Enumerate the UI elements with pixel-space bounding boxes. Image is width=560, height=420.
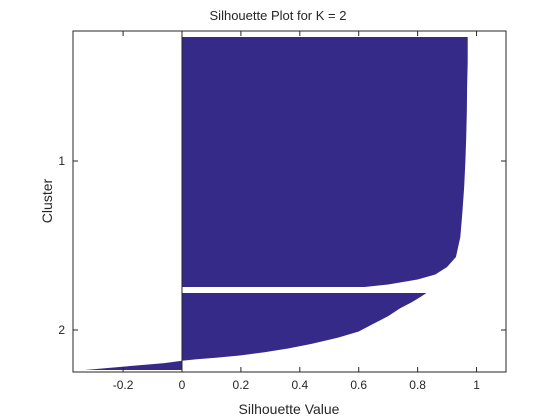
x-tick-label: 1	[473, 378, 480, 392]
cluster-2-silhouette-band	[84, 293, 427, 370]
chart-title: Silhouette Plot for K = 2	[210, 8, 347, 23]
x-tick-label: 0.4	[291, 378, 308, 392]
x-axis-ticks: -0.2 0 0.2 0.4 0.6 0.8 1	[113, 31, 480, 392]
x-tick-label: -0.2	[113, 378, 134, 392]
cluster-1-silhouette-band	[181, 37, 468, 287]
x-tick-label: 0.6	[350, 378, 367, 392]
y-axis-label: Cluster	[39, 178, 55, 223]
x-axis-label: Silhouette Value	[239, 401, 340, 417]
x-tick-label: 0	[179, 378, 186, 392]
y-axis-ticks: 12	[58, 154, 506, 337]
silhouette-bars	[84, 37, 468, 370]
axes-box	[72, 30, 507, 373]
x-tick-label: 0.8	[409, 378, 426, 392]
y-tick-label: 1	[58, 154, 65, 168]
y-tick-label: 2	[58, 323, 65, 337]
x-tick-label: 0.2	[233, 378, 250, 392]
